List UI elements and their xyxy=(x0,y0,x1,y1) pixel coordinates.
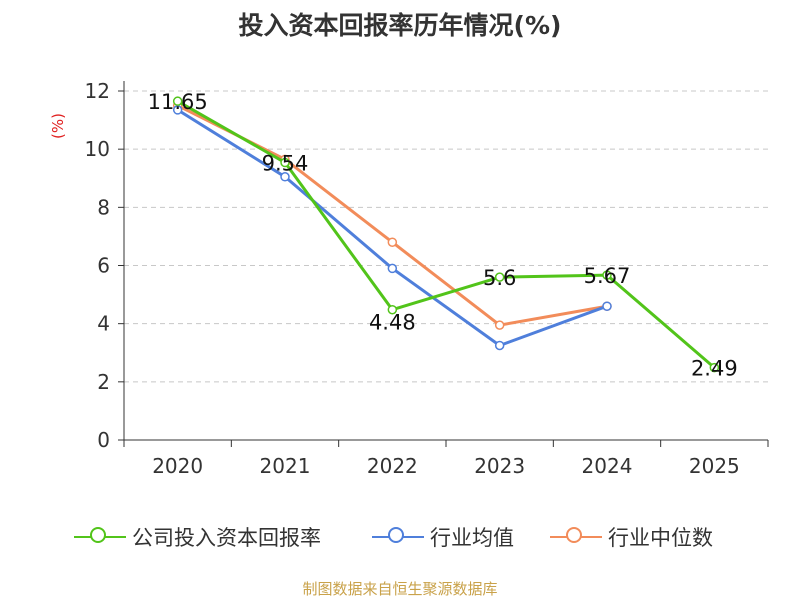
x-tick-label: 2024 xyxy=(582,454,633,478)
data-label: 11.65 xyxy=(148,90,208,114)
data-point-0 xyxy=(602,270,612,280)
y-tick-label: 8 xyxy=(97,195,110,219)
series-line-0 xyxy=(176,99,716,369)
data-label: 2.49 xyxy=(691,357,738,381)
data-point-1 xyxy=(280,172,290,182)
data-point-2 xyxy=(387,237,398,247)
data-label: 9.54 xyxy=(262,152,309,176)
data-point-2 xyxy=(494,320,505,330)
data-source: 制图数据来自恒生聚源数据库 xyxy=(302,580,498,598)
legend-marker-industry-median xyxy=(550,520,602,554)
x-tick-label: 2025 xyxy=(689,454,740,478)
x-tick-label: 2020 xyxy=(152,454,203,478)
data-point-0 xyxy=(280,157,290,168)
y-tick-label: 0 xyxy=(97,428,110,452)
legend-item-industry-median[interactable]: 行业中位数 xyxy=(550,520,713,554)
data-point-1 xyxy=(387,263,398,274)
legend-item-industry-mean[interactable]: 行业均值 xyxy=(372,520,514,554)
y-tick-label: 10 xyxy=(85,137,110,161)
data-point-1 xyxy=(494,340,505,351)
y-tick-label: 12 xyxy=(85,79,110,103)
x-tick-label: 2023 xyxy=(474,454,525,478)
x-tick-label: 2022 xyxy=(367,454,418,478)
y-tick-label: 2 xyxy=(97,370,110,394)
y-tick-label: 6 xyxy=(97,254,110,278)
data-point-0 xyxy=(172,96,183,106)
legend-label-industry-mean: 行业均值 xyxy=(430,526,514,550)
data-label: 5.67 xyxy=(584,264,631,288)
legend-label-company-roic: 公司投入资本回报率 xyxy=(132,526,321,550)
y-tick-label: 4 xyxy=(97,312,110,336)
data-point-0 xyxy=(494,272,505,282)
legend-marker-company-roic xyxy=(74,520,126,554)
y-axis-label: (%) xyxy=(49,113,67,139)
data-point-1 xyxy=(602,301,612,311)
legend-label-industry-median: 行业中位数 xyxy=(608,526,713,550)
x-tick-label: 2021 xyxy=(260,454,311,478)
data-point-0 xyxy=(387,304,398,315)
legend-marker-industry-mean xyxy=(372,520,424,554)
data-point-0 xyxy=(709,362,720,373)
legend: 公司投入资本回报率 行业均值 行业中位数 xyxy=(0,520,800,554)
legend-item-company-roic[interactable]: 公司投入资本回报率 xyxy=(74,520,321,554)
chart-title: 投入资本回报率历年情况(%) xyxy=(238,11,562,40)
data-label: 4.48 xyxy=(369,311,416,335)
data-label: 5.6 xyxy=(483,266,516,290)
